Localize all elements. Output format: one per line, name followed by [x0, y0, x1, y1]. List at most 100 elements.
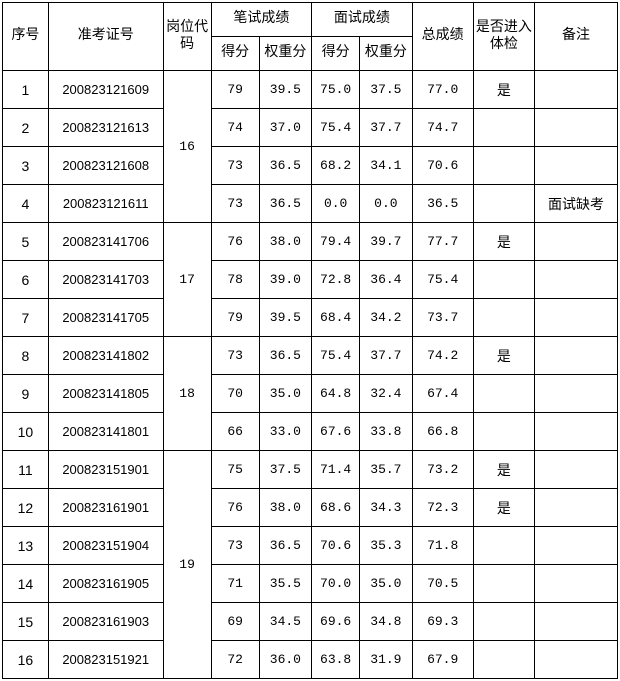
cell-interview-score: 63.8	[312, 641, 360, 679]
cell-written-score: 73	[211, 337, 259, 375]
cell-total: 66.8	[412, 413, 473, 451]
cell-exam-id: 200823121611	[48, 185, 163, 223]
cell-interview-weighted: 33.8	[360, 413, 412, 451]
header-interview-weighted: 权重分	[360, 37, 412, 71]
table-row: 102008231418016633.067.633.866.8	[3, 413, 618, 451]
cell-interview-score: 71.4	[312, 451, 360, 489]
cell-written-score: 69	[211, 603, 259, 641]
header-interview: 面试成绩	[312, 3, 412, 37]
cell-post-code: 18	[163, 337, 211, 451]
cell-interview-score: 70.0	[312, 565, 360, 603]
cell-seq: 14	[3, 565, 49, 603]
cell-total: 77.7	[412, 223, 473, 261]
cell-note	[534, 109, 617, 147]
cell-post-code: 19	[163, 451, 211, 679]
cell-interview-weighted: 34.2	[360, 299, 412, 337]
cell-interview-score: 75.4	[312, 109, 360, 147]
table-row: 162008231519217236.063.831.967.9	[3, 641, 618, 679]
cell-interview-score: 68.6	[312, 489, 360, 527]
cell-pass	[473, 109, 534, 147]
cell-note: 面试缺考	[534, 185, 617, 223]
results-table: 序号 准考证号 岗位代码 笔试成绩 面试成绩 总成绩 是否进入体检 备注 得分 …	[2, 2, 618, 679]
cell-written-score: 66	[211, 413, 259, 451]
cell-exam-id: 200823151901	[48, 451, 163, 489]
cell-pass	[473, 641, 534, 679]
header-interview-score: 得分	[312, 37, 360, 71]
cell-pass	[473, 527, 534, 565]
cell-exam-id: 200823141805	[48, 375, 163, 413]
cell-written-weighted: 39.5	[259, 71, 311, 109]
cell-note	[534, 603, 617, 641]
cell-written-weighted: 36.5	[259, 185, 311, 223]
cell-exam-id: 200823141706	[48, 223, 163, 261]
header-seq: 序号	[3, 3, 49, 71]
cell-written-weighted: 36.5	[259, 527, 311, 565]
cell-written-score: 74	[211, 109, 259, 147]
cell-exam-id: 200823161901	[48, 489, 163, 527]
table-row: 92008231418057035.064.832.467.4	[3, 375, 618, 413]
cell-seq: 15	[3, 603, 49, 641]
cell-pass	[473, 299, 534, 337]
header-total: 总成绩	[412, 3, 473, 71]
cell-total: 72.3	[412, 489, 473, 527]
cell-interview-weighted: 35.7	[360, 451, 412, 489]
cell-written-weighted: 36.5	[259, 147, 311, 185]
cell-post-code: 17	[163, 223, 211, 337]
cell-note	[534, 147, 617, 185]
cell-interview-score: 68.4	[312, 299, 360, 337]
table-row: 22008231216137437.075.437.774.7	[3, 109, 618, 147]
header-pass: 是否进入体检	[473, 3, 534, 71]
cell-seq: 11	[3, 451, 49, 489]
cell-pass	[473, 261, 534, 299]
cell-exam-id: 200823141705	[48, 299, 163, 337]
cell-interview-weighted: 35.3	[360, 527, 412, 565]
cell-interview-weighted: 36.4	[360, 261, 412, 299]
cell-note	[534, 413, 617, 451]
cell-total: 67.4	[412, 375, 473, 413]
cell-seq: 10	[3, 413, 49, 451]
cell-note	[534, 451, 617, 489]
table-row: 152008231619036934.569.634.869.3	[3, 603, 618, 641]
cell-written-weighted: 35.0	[259, 375, 311, 413]
table-header: 序号 准考证号 岗位代码 笔试成绩 面试成绩 总成绩 是否进入体检 备注 得分 …	[3, 3, 618, 71]
cell-written-score: 73	[211, 147, 259, 185]
cell-note	[534, 71, 617, 109]
cell-total: 67.9	[412, 641, 473, 679]
table-row: 72008231417057939.568.434.273.7	[3, 299, 618, 337]
table-row: 122008231619017638.068.634.372.3是	[3, 489, 618, 527]
cell-post-code: 16	[163, 71, 211, 223]
cell-exam-id: 200823121613	[48, 109, 163, 147]
cell-written-weighted: 33.0	[259, 413, 311, 451]
cell-interview-score: 69.6	[312, 603, 360, 641]
cell-interview-score: 75.0	[312, 71, 360, 109]
cell-written-weighted: 36.0	[259, 641, 311, 679]
cell-written-weighted: 36.5	[259, 337, 311, 375]
cell-pass	[473, 413, 534, 451]
cell-interview-weighted: 32.4	[360, 375, 412, 413]
cell-pass: 是	[473, 489, 534, 527]
cell-note	[534, 261, 617, 299]
cell-written-weighted: 37.0	[259, 109, 311, 147]
table-row: 142008231619057135.570.035.070.5	[3, 565, 618, 603]
cell-seq: 5	[3, 223, 49, 261]
cell-note	[534, 299, 617, 337]
cell-note	[534, 489, 617, 527]
cell-written-score: 76	[211, 223, 259, 261]
cell-written-score: 72	[211, 641, 259, 679]
cell-interview-weighted: 34.3	[360, 489, 412, 527]
cell-exam-id: 200823151904	[48, 527, 163, 565]
cell-total: 36.5	[412, 185, 473, 223]
cell-interview-score: 75.4	[312, 337, 360, 375]
cell-pass	[473, 185, 534, 223]
cell-interview-score: 64.8	[312, 375, 360, 413]
header-post-code: 岗位代码	[163, 3, 211, 71]
cell-interview-weighted: 35.0	[360, 565, 412, 603]
cell-written-weighted: 38.0	[259, 223, 311, 261]
cell-total: 70.5	[412, 565, 473, 603]
table-row: 42008231216117336.50.00.036.5面试缺考	[3, 185, 618, 223]
cell-written-score: 70	[211, 375, 259, 413]
cell-note	[534, 641, 617, 679]
table-body: 1200823121609167939.575.037.577.0是220082…	[3, 71, 618, 679]
cell-interview-score: 67.6	[312, 413, 360, 451]
cell-note	[534, 223, 617, 261]
